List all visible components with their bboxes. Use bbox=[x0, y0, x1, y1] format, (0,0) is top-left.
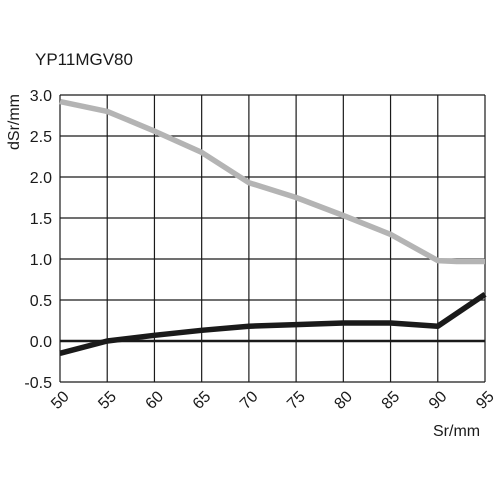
y-tick-label: 3.0 bbox=[30, 88, 52, 105]
y-tick-label: 0.0 bbox=[30, 334, 52, 351]
chart-title: YP11MGV80 bbox=[35, 50, 133, 69]
y-tick-label: 1.5 bbox=[30, 211, 52, 228]
y-tick-label: 1.0 bbox=[30, 252, 52, 269]
x-tick-label: 85 bbox=[379, 388, 404, 413]
x-axis-label: Sr/mm bbox=[433, 423, 481, 440]
y-tick-label: 2.0 bbox=[30, 170, 52, 187]
x-tick-label: 70 bbox=[237, 388, 262, 413]
x-tick-label: 60 bbox=[143, 388, 168, 413]
x-tick-label: 80 bbox=[331, 388, 356, 413]
y-tick-label: 2.5 bbox=[30, 129, 52, 146]
y-tick-label: 0.5 bbox=[30, 293, 52, 310]
x-tick-label: 90 bbox=[426, 388, 451, 413]
x-tick-label: 95 bbox=[473, 388, 498, 413]
series-line-0 bbox=[59, 98, 485, 265]
x-tick-label: 55 bbox=[95, 388, 120, 413]
x-tick-label: 75 bbox=[284, 388, 309, 413]
y-tick-label: -0.5 bbox=[24, 375, 52, 392]
x-tick-label: 65 bbox=[190, 388, 215, 413]
series-line-1 bbox=[59, 292, 487, 356]
